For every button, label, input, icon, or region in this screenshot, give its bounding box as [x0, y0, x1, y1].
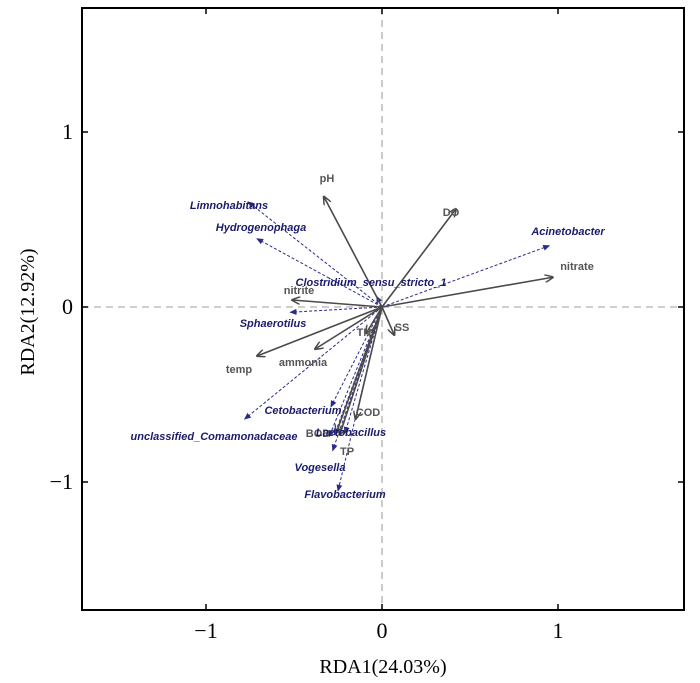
species-arrows	[243, 201, 551, 492]
env-label: BOD	[306, 428, 331, 440]
env-label: nitrite	[284, 285, 315, 297]
species-label: Flavobacterium	[304, 489, 386, 501]
species-label: Limnohabitans	[190, 200, 268, 212]
env-label: COD	[356, 407, 381, 419]
env-label: SS	[395, 322, 410, 334]
env-label: temp	[226, 364, 253, 376]
env-label: TN	[357, 327, 372, 339]
y-tick-label: −1	[50, 469, 73, 494]
species-arrow	[243, 306, 383, 420]
y-tick-label: 0	[62, 294, 73, 319]
env-label: TP	[340, 446, 354, 458]
axis-ticks: −1 0 1 −1 0 1	[50, 8, 684, 643]
env-arrow	[340, 306, 383, 435]
env-arrow	[315, 306, 383, 349]
y-tick-label: 1	[62, 119, 73, 144]
species-label: Clostridium_sensu_stricto_1	[296, 277, 447, 289]
env-label: ammonia	[279, 357, 328, 369]
species-arrow	[330, 306, 383, 408]
environmental-arrows	[257, 197, 553, 435]
x-tick-label: 0	[377, 618, 388, 643]
env-arrow	[324, 197, 383, 308]
env-arrow	[257, 306, 383, 356]
species-arrow	[289, 306, 383, 315]
species-label: Cetobacterium	[264, 405, 341, 417]
species-arrow	[256, 238, 383, 308]
species-label: unclassified_Comamonadaceae	[131, 431, 298, 443]
species-label: Hydrogenophaga	[216, 222, 306, 234]
env-label: DO	[443, 207, 460, 219]
species-label: Sphaerotilus	[240, 318, 307, 330]
species-arrow	[247, 201, 383, 308]
x-tick-label: 1	[553, 618, 564, 643]
env-arrow	[356, 306, 383, 419]
x-axis-label: RDA1(24.03%)	[319, 656, 446, 678]
env-arrow	[381, 277, 553, 308]
point-labels: pH DO nitrate nitrite SS TN ammonia temp COD BOD T…	[131, 173, 606, 501]
env-label: pH	[320, 173, 335, 185]
env-label: nitrate	[560, 261, 594, 273]
plot-frame	[81, 7, 685, 611]
env-arrow	[292, 300, 383, 308]
x-tick-label: −1	[194, 618, 217, 643]
species-label: Lactobacillus	[316, 427, 386, 439]
species-label: Acinetobacter	[530, 226, 605, 238]
y-axis-label: RDA2(12.92%)	[17, 248, 39, 375]
env-arrow	[381, 306, 394, 335]
species-label: Vogesella	[295, 462, 346, 474]
env-arrow	[366, 306, 383, 333]
species-arrow	[328, 306, 383, 438]
env-arrow	[381, 209, 456, 308]
